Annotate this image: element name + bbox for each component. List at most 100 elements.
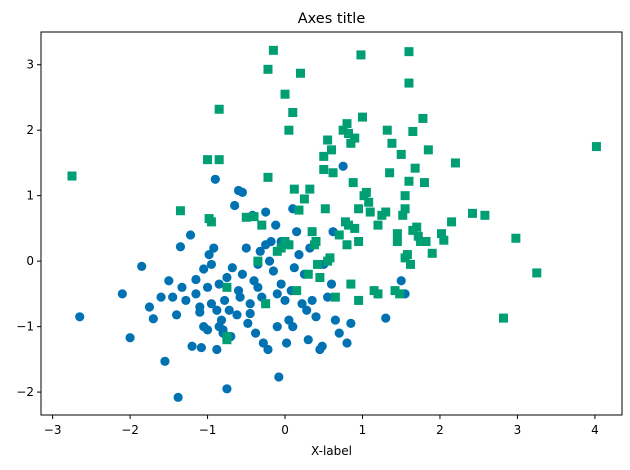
x-tick-label: −1 <box>199 423 217 437</box>
series-2-square-point <box>480 210 490 220</box>
series-1-circle-point <box>261 207 271 217</box>
series-2-square-point <box>392 229 402 239</box>
series-1-circle-point <box>230 200 240 211</box>
series-2-square-point <box>294 205 304 215</box>
series-2-square-point <box>387 138 397 148</box>
y-axis-ticks: −2 −1 0 1 2 3 <box>16 58 41 399</box>
series-2-square-point <box>416 237 426 247</box>
series-2-square-point <box>418 113 428 123</box>
series-1-circle-point <box>196 342 206 353</box>
series-2-square-point <box>412 222 422 232</box>
series-1-circle-point <box>168 292 178 302</box>
series-1-circle-point <box>255 246 265 256</box>
series-2-square-point <box>325 253 335 263</box>
series-1-circle-point <box>280 295 290 306</box>
x-tick-label: 1 <box>359 423 367 437</box>
series-2-square-point <box>511 233 521 243</box>
y-tick-label: 2 <box>26 123 34 137</box>
series-1-circle-point <box>175 242 186 252</box>
series-1-circle-point <box>250 328 261 338</box>
series-1-circle-point <box>326 279 337 289</box>
plot-frame <box>40 31 623 416</box>
series-2-square-point <box>289 184 299 194</box>
series-1-circle-point <box>232 310 242 320</box>
series-1-circle-point <box>187 341 197 351</box>
series-2-square-point <box>361 187 371 197</box>
series-1-circle-point <box>202 282 213 292</box>
series-1-circle-point <box>216 315 227 325</box>
series-1-circle-point <box>202 325 213 335</box>
series-2-square-point <box>532 268 542 278</box>
x-tick-label: 2 <box>436 423 444 437</box>
series-1-circle-point <box>173 392 183 402</box>
series-1-circle-point <box>241 243 251 253</box>
series-2-square-point <box>222 282 232 292</box>
series-2-square-point <box>299 194 309 204</box>
series-2-square-point <box>395 289 405 299</box>
series-1-circle-point <box>311 312 321 322</box>
series-2-square-point <box>410 163 420 173</box>
series-2-square-point <box>175 206 185 216</box>
series-1-circle-point <box>272 289 282 299</box>
series-1-circle-point <box>204 249 214 260</box>
series-1-circle-point <box>272 322 282 332</box>
series-1-circle-point <box>342 338 352 348</box>
series-2-square-point <box>319 164 329 174</box>
series-1-circle-point <box>237 269 248 279</box>
x-axis-label: X-label <box>311 444 352 458</box>
series-1-circle-point <box>323 292 333 302</box>
series-1-circle-point <box>276 279 286 289</box>
series-1-circle-point <box>212 344 222 355</box>
series-2-square-point <box>382 125 392 135</box>
series-2-square-point <box>249 212 259 222</box>
series-2-square-point <box>214 104 224 114</box>
series-2-square-point <box>284 240 294 250</box>
series-1-circle-point <box>235 292 245 302</box>
series-2-square-point <box>303 269 313 279</box>
y-tick-label: 0 <box>26 254 34 268</box>
series-1-circle-point <box>185 230 196 240</box>
series-2-square-point <box>338 125 348 135</box>
series-2-square-point <box>450 158 460 168</box>
series-2-square-point <box>373 220 383 230</box>
series-2-square-point <box>292 286 302 296</box>
series-2-square-point <box>330 292 340 302</box>
series-1-circle-point <box>307 295 317 306</box>
series-1-circle-point <box>381 313 391 323</box>
series-1-circle-point <box>160 356 170 366</box>
series-2-square-point <box>365 207 375 217</box>
series-2-square-point <box>427 248 437 258</box>
series-2-square-point <box>392 237 402 247</box>
y-tick-label: −1 <box>16 320 34 334</box>
series-2-square-point <box>305 184 315 194</box>
series-2-square-point <box>447 217 457 227</box>
series-2-square-point <box>373 289 383 299</box>
series-2-square-point <box>419 178 429 188</box>
series-2-square-point <box>241 212 251 222</box>
x-tick-label: 3 <box>514 423 522 437</box>
series-1-circle-point <box>171 310 182 320</box>
series-2-square-point <box>280 89 290 99</box>
series-2-square-point <box>342 240 352 250</box>
x-tick-label: 0 <box>281 423 289 437</box>
series-2-square-point <box>203 155 213 165</box>
series-2-square-point <box>421 237 431 247</box>
series-2-square-point <box>296 68 306 78</box>
series-1-circle-point <box>334 328 344 338</box>
x-tick-label: 4 <box>591 423 599 437</box>
series-2-square-point <box>253 256 263 266</box>
series-2-square-point <box>498 313 508 323</box>
series-1-circle-point <box>195 307 205 317</box>
series-1-circle-point <box>346 318 356 328</box>
series-2-square-point <box>385 168 395 178</box>
series-2-square-point <box>319 151 329 161</box>
series-2-square-point <box>348 178 358 188</box>
y-tick-label: −2 <box>16 385 34 399</box>
series-1-circle-point <box>338 161 348 171</box>
series-2-square-point <box>263 172 273 182</box>
series-2-square-point <box>222 331 232 341</box>
series-2-square-point <box>346 138 356 148</box>
series-2-square-point <box>323 135 333 145</box>
series-1-circle-point <box>75 312 85 322</box>
